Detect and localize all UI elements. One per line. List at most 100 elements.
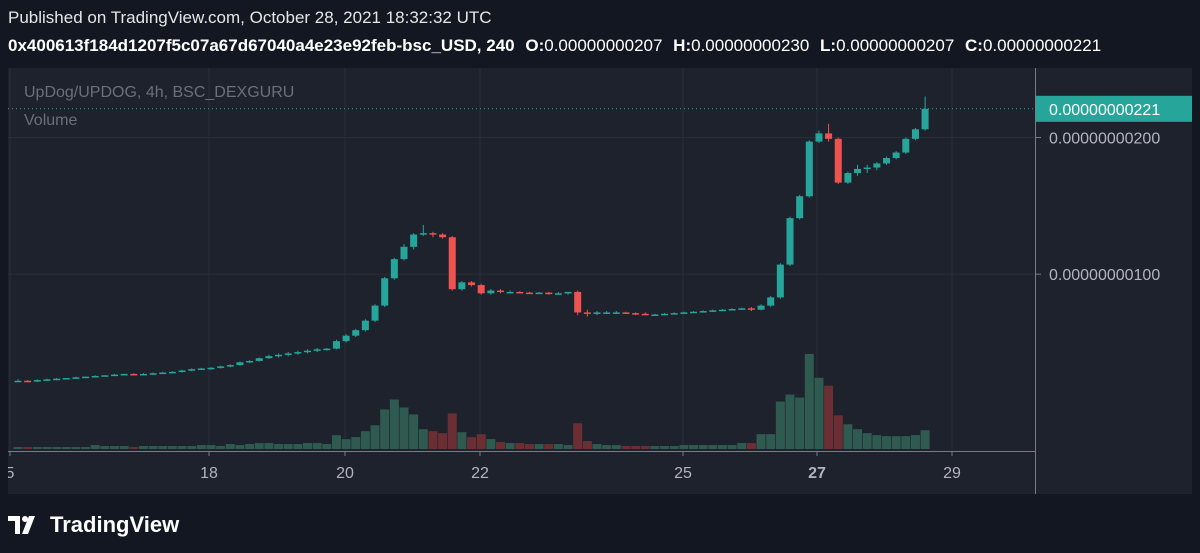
brand-name: TradingView — [50, 512, 180, 537]
candle-body — [911, 129, 919, 139]
volume-bar — [148, 446, 158, 449]
candle-body — [101, 375, 109, 377]
candle-body — [535, 292, 543, 295]
volume-bar — [206, 445, 216, 449]
volume-bar — [438, 433, 448, 449]
candle-body — [275, 354, 283, 357]
volume-bar — [216, 446, 226, 449]
candle-body — [130, 373, 138, 376]
volume-bar — [872, 435, 882, 449]
candle-body — [747, 308, 755, 310]
candle-body — [111, 374, 118, 377]
volume-bar — [457, 432, 467, 449]
candle-body — [583, 312, 591, 314]
volume-bar — [428, 431, 438, 449]
candle-body — [91, 375, 99, 378]
candle-body — [603, 312, 611, 314]
volume-bar — [524, 444, 534, 449]
volume-bar — [158, 446, 168, 449]
candle-body — [72, 377, 80, 379]
volume-bar — [833, 415, 843, 449]
candle-body — [381, 278, 389, 306]
candle-body — [757, 305, 765, 310]
candle-body — [525, 292, 533, 295]
volume-bar — [766, 434, 776, 449]
candle-body — [419, 233, 427, 235]
volume-bar — [486, 439, 496, 449]
volume-bar — [254, 443, 264, 449]
candle-body — [400, 246, 408, 260]
candle-body — [497, 290, 504, 293]
volume-bar — [225, 444, 235, 449]
volume-bar — [380, 409, 390, 449]
candle-body — [265, 356, 273, 359]
volume-bar — [351, 437, 361, 449]
volume-bar — [167, 446, 177, 449]
volume-bar — [100, 446, 110, 449]
candle-body — [670, 313, 678, 315]
candle-body — [709, 310, 717, 312]
candle-body — [690, 311, 697, 314]
volume-bar — [795, 397, 805, 449]
volume-bar — [650, 446, 660, 449]
candle-body — [728, 309, 736, 311]
volume-bar — [293, 444, 303, 449]
candle-body — [448, 237, 456, 290]
candle-body — [854, 168, 862, 174]
price-chart[interactable]: 0.00000000221 0.00000000200 0.00000000100 5… — [8, 68, 1192, 494]
candle-body — [815, 133, 823, 142]
candle-body — [139, 373, 147, 376]
volume-bar — [515, 443, 525, 449]
volume-bar — [341, 439, 351, 449]
volume-bar — [399, 407, 409, 449]
candle-body — [554, 293, 562, 295]
volume-bar — [138, 446, 148, 449]
candle-body — [149, 373, 157, 375]
candle-body — [593, 312, 601, 314]
time-tick-label: 22 — [471, 465, 489, 482]
volume-bar — [689, 445, 698, 449]
volume-bar — [418, 429, 428, 449]
candle-body — [236, 362, 244, 366]
low-value: 0.00000000207 — [836, 36, 955, 55]
candle-body — [24, 380, 32, 383]
volume-bar — [476, 434, 486, 449]
legend-volume: Volume — [24, 112, 78, 129]
volume-bar — [505, 443, 515, 449]
volume-bar — [544, 444, 554, 449]
candle-body — [622, 312, 630, 314]
volume-bar — [611, 445, 621, 449]
volume-bar — [110, 446, 119, 449]
volume-bar — [13, 447, 23, 449]
ohlc-header: 0x400613f184d1207f5c07a67d67040a4e23e92f… — [8, 36, 1200, 56]
tradingview-logo-icon — [8, 516, 35, 534]
volume-bar — [901, 436, 911, 449]
volume-bar — [727, 445, 737, 449]
volume-bar — [129, 447, 139, 449]
candle-body — [43, 379, 51, 381]
high-label: H: — [673, 36, 692, 55]
candle-body — [661, 313, 669, 316]
last-price-badge — [1036, 95, 1192, 122]
high-value: 0.00000000230 — [691, 36, 810, 55]
candle-body — [14, 380, 22, 383]
volume-bar — [303, 443, 312, 449]
candle-body — [226, 365, 234, 367]
volume-bar — [669, 446, 679, 449]
time-tick-label: 5 — [8, 465, 15, 482]
chart-panel[interactable]: 0.00000000221 0.00000000200 0.00000000100 5… — [8, 68, 1192, 494]
candle-body — [342, 335, 350, 342]
candle-body — [796, 196, 804, 219]
volume-bar — [42, 447, 52, 449]
volume-bar — [496, 442, 505, 449]
candle-body — [883, 158, 890, 164]
candle-body — [863, 167, 871, 170]
candle-body — [361, 320, 369, 331]
candle-body — [612, 312, 620, 314]
volume-bar — [322, 444, 332, 449]
tradingview-logo[interactable]: TradingView — [8, 512, 179, 538]
volume-bar — [312, 443, 322, 449]
volume-bar — [775, 401, 785, 449]
candle-body — [902, 138, 910, 153]
volume-bar — [90, 445, 100, 449]
